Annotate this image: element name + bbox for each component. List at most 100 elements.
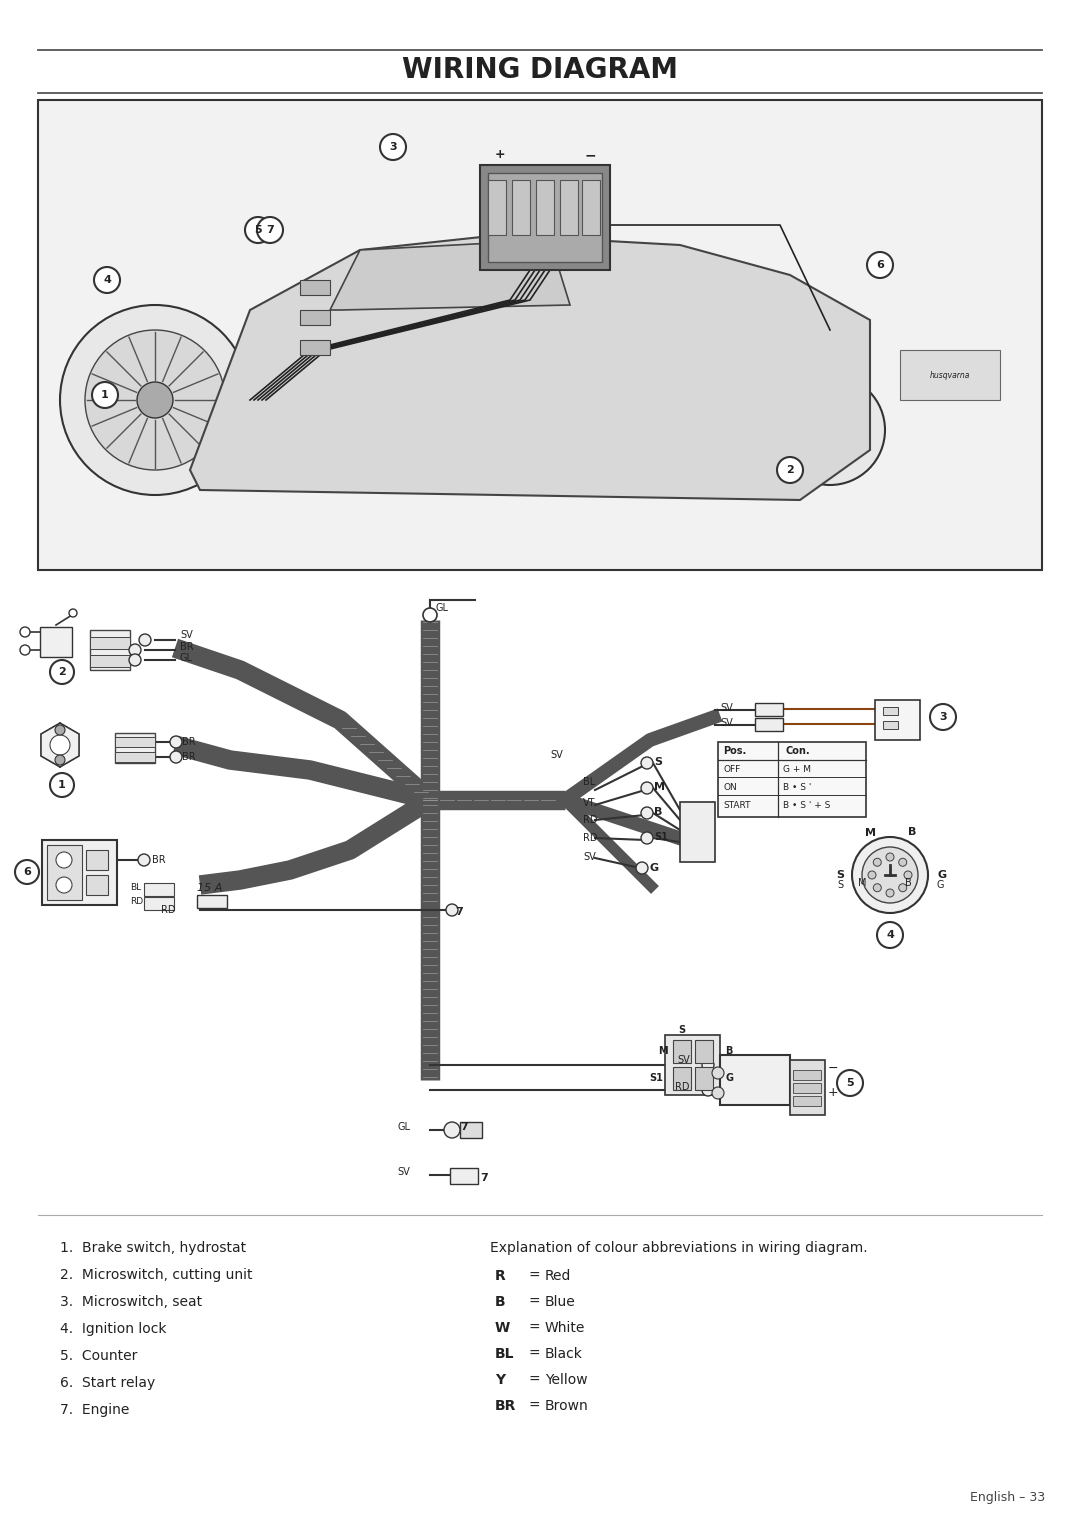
Bar (789, 1060, 825, 1115)
Bar (40, 626, 72, 657)
Bar (86, 876, 108, 895)
Bar (582, 180, 600, 235)
Text: M: M (858, 879, 866, 888)
Text: SV: SV (583, 853, 596, 862)
Circle shape (886, 889, 894, 897)
Text: SV: SV (720, 703, 732, 714)
Bar (197, 895, 227, 908)
Bar (300, 310, 330, 325)
Bar (90, 630, 130, 669)
Text: =: = (528, 1400, 540, 1413)
Text: B: B (495, 1296, 505, 1309)
Text: 3: 3 (389, 142, 396, 151)
Text: 7.  Engine: 7. Engine (60, 1403, 130, 1416)
Bar (673, 1067, 691, 1089)
Text: 2: 2 (58, 668, 66, 677)
Text: 7: 7 (266, 225, 274, 235)
Text: ON: ON (723, 782, 737, 792)
Bar (450, 1167, 478, 1184)
Circle shape (642, 756, 653, 769)
Text: B: B (654, 807, 662, 817)
Text: B • S ' + S: B • S ' + S (783, 801, 831, 810)
Bar (561, 180, 578, 235)
Circle shape (636, 862, 648, 874)
Text: RD: RD (583, 814, 597, 825)
Text: husqvarna: husqvarna (930, 370, 970, 379)
Circle shape (423, 608, 437, 622)
Circle shape (139, 634, 151, 646)
Text: 1: 1 (58, 779, 66, 790)
Bar (42, 840, 117, 905)
Bar (875, 700, 920, 740)
Text: Black: Black (545, 1348, 583, 1361)
Circle shape (60, 306, 249, 495)
Text: Pos.: Pos. (723, 746, 746, 756)
Circle shape (137, 382, 173, 419)
Circle shape (874, 859, 881, 866)
Text: B: B (905, 879, 912, 888)
Bar (696, 1067, 713, 1089)
Bar (300, 341, 330, 354)
Text: =: = (528, 1322, 540, 1335)
Circle shape (50, 735, 70, 755)
Bar (114, 733, 156, 762)
Text: =: = (528, 1374, 540, 1387)
Circle shape (904, 871, 912, 879)
Circle shape (129, 654, 141, 666)
Bar (114, 752, 156, 762)
Bar (460, 1122, 482, 1138)
Bar (720, 1054, 789, 1105)
Text: RD: RD (130, 897, 144, 906)
Text: 7: 7 (460, 1122, 468, 1132)
Text: English – 33: English – 33 (970, 1491, 1045, 1505)
Bar (793, 1096, 821, 1106)
Bar (665, 1034, 720, 1096)
Text: OFF: OFF (723, 764, 740, 773)
Bar (144, 897, 174, 911)
Circle shape (85, 330, 225, 471)
Bar (48, 845, 82, 900)
Text: 15 A: 15 A (197, 883, 222, 892)
Circle shape (257, 217, 283, 243)
Text: Y: Y (495, 1374, 505, 1387)
Text: 4: 4 (886, 931, 894, 940)
Circle shape (642, 807, 653, 819)
Text: BR: BR (183, 736, 195, 747)
Text: BL: BL (130, 883, 141, 891)
Circle shape (877, 921, 903, 947)
Text: 6.  Start relay: 6. Start relay (60, 1377, 156, 1390)
Text: Brown: Brown (545, 1400, 589, 1413)
Circle shape (702, 1083, 714, 1096)
Text: RD: RD (161, 905, 175, 915)
Bar (680, 802, 715, 862)
Text: B • S ': B • S ' (783, 782, 811, 792)
Text: BL: BL (495, 1348, 514, 1361)
Text: Yellow: Yellow (545, 1374, 588, 1387)
Circle shape (94, 267, 120, 293)
Bar (480, 165, 610, 270)
Bar (883, 721, 897, 729)
Circle shape (642, 833, 653, 843)
Bar (673, 1041, 691, 1063)
Bar (793, 1070, 821, 1080)
Text: S1: S1 (649, 1073, 663, 1083)
Text: SV: SV (180, 630, 192, 640)
Text: SV: SV (677, 1054, 690, 1065)
Circle shape (138, 854, 150, 866)
Text: 4.  Ignition lock: 4. Ignition lock (60, 1322, 166, 1335)
Text: GL: GL (180, 652, 193, 663)
Circle shape (712, 1067, 724, 1079)
Circle shape (792, 393, 868, 468)
Text: =: = (528, 1296, 540, 1309)
Bar (536, 180, 554, 235)
Text: BR: BR (180, 642, 193, 652)
Polygon shape (41, 723, 79, 767)
Text: G: G (649, 863, 658, 872)
Text: G: G (725, 1073, 733, 1083)
Polygon shape (190, 235, 870, 500)
Circle shape (837, 1070, 863, 1096)
Circle shape (245, 217, 271, 243)
Text: R: R (495, 1268, 505, 1284)
Circle shape (930, 704, 956, 730)
Bar (793, 1083, 821, 1093)
